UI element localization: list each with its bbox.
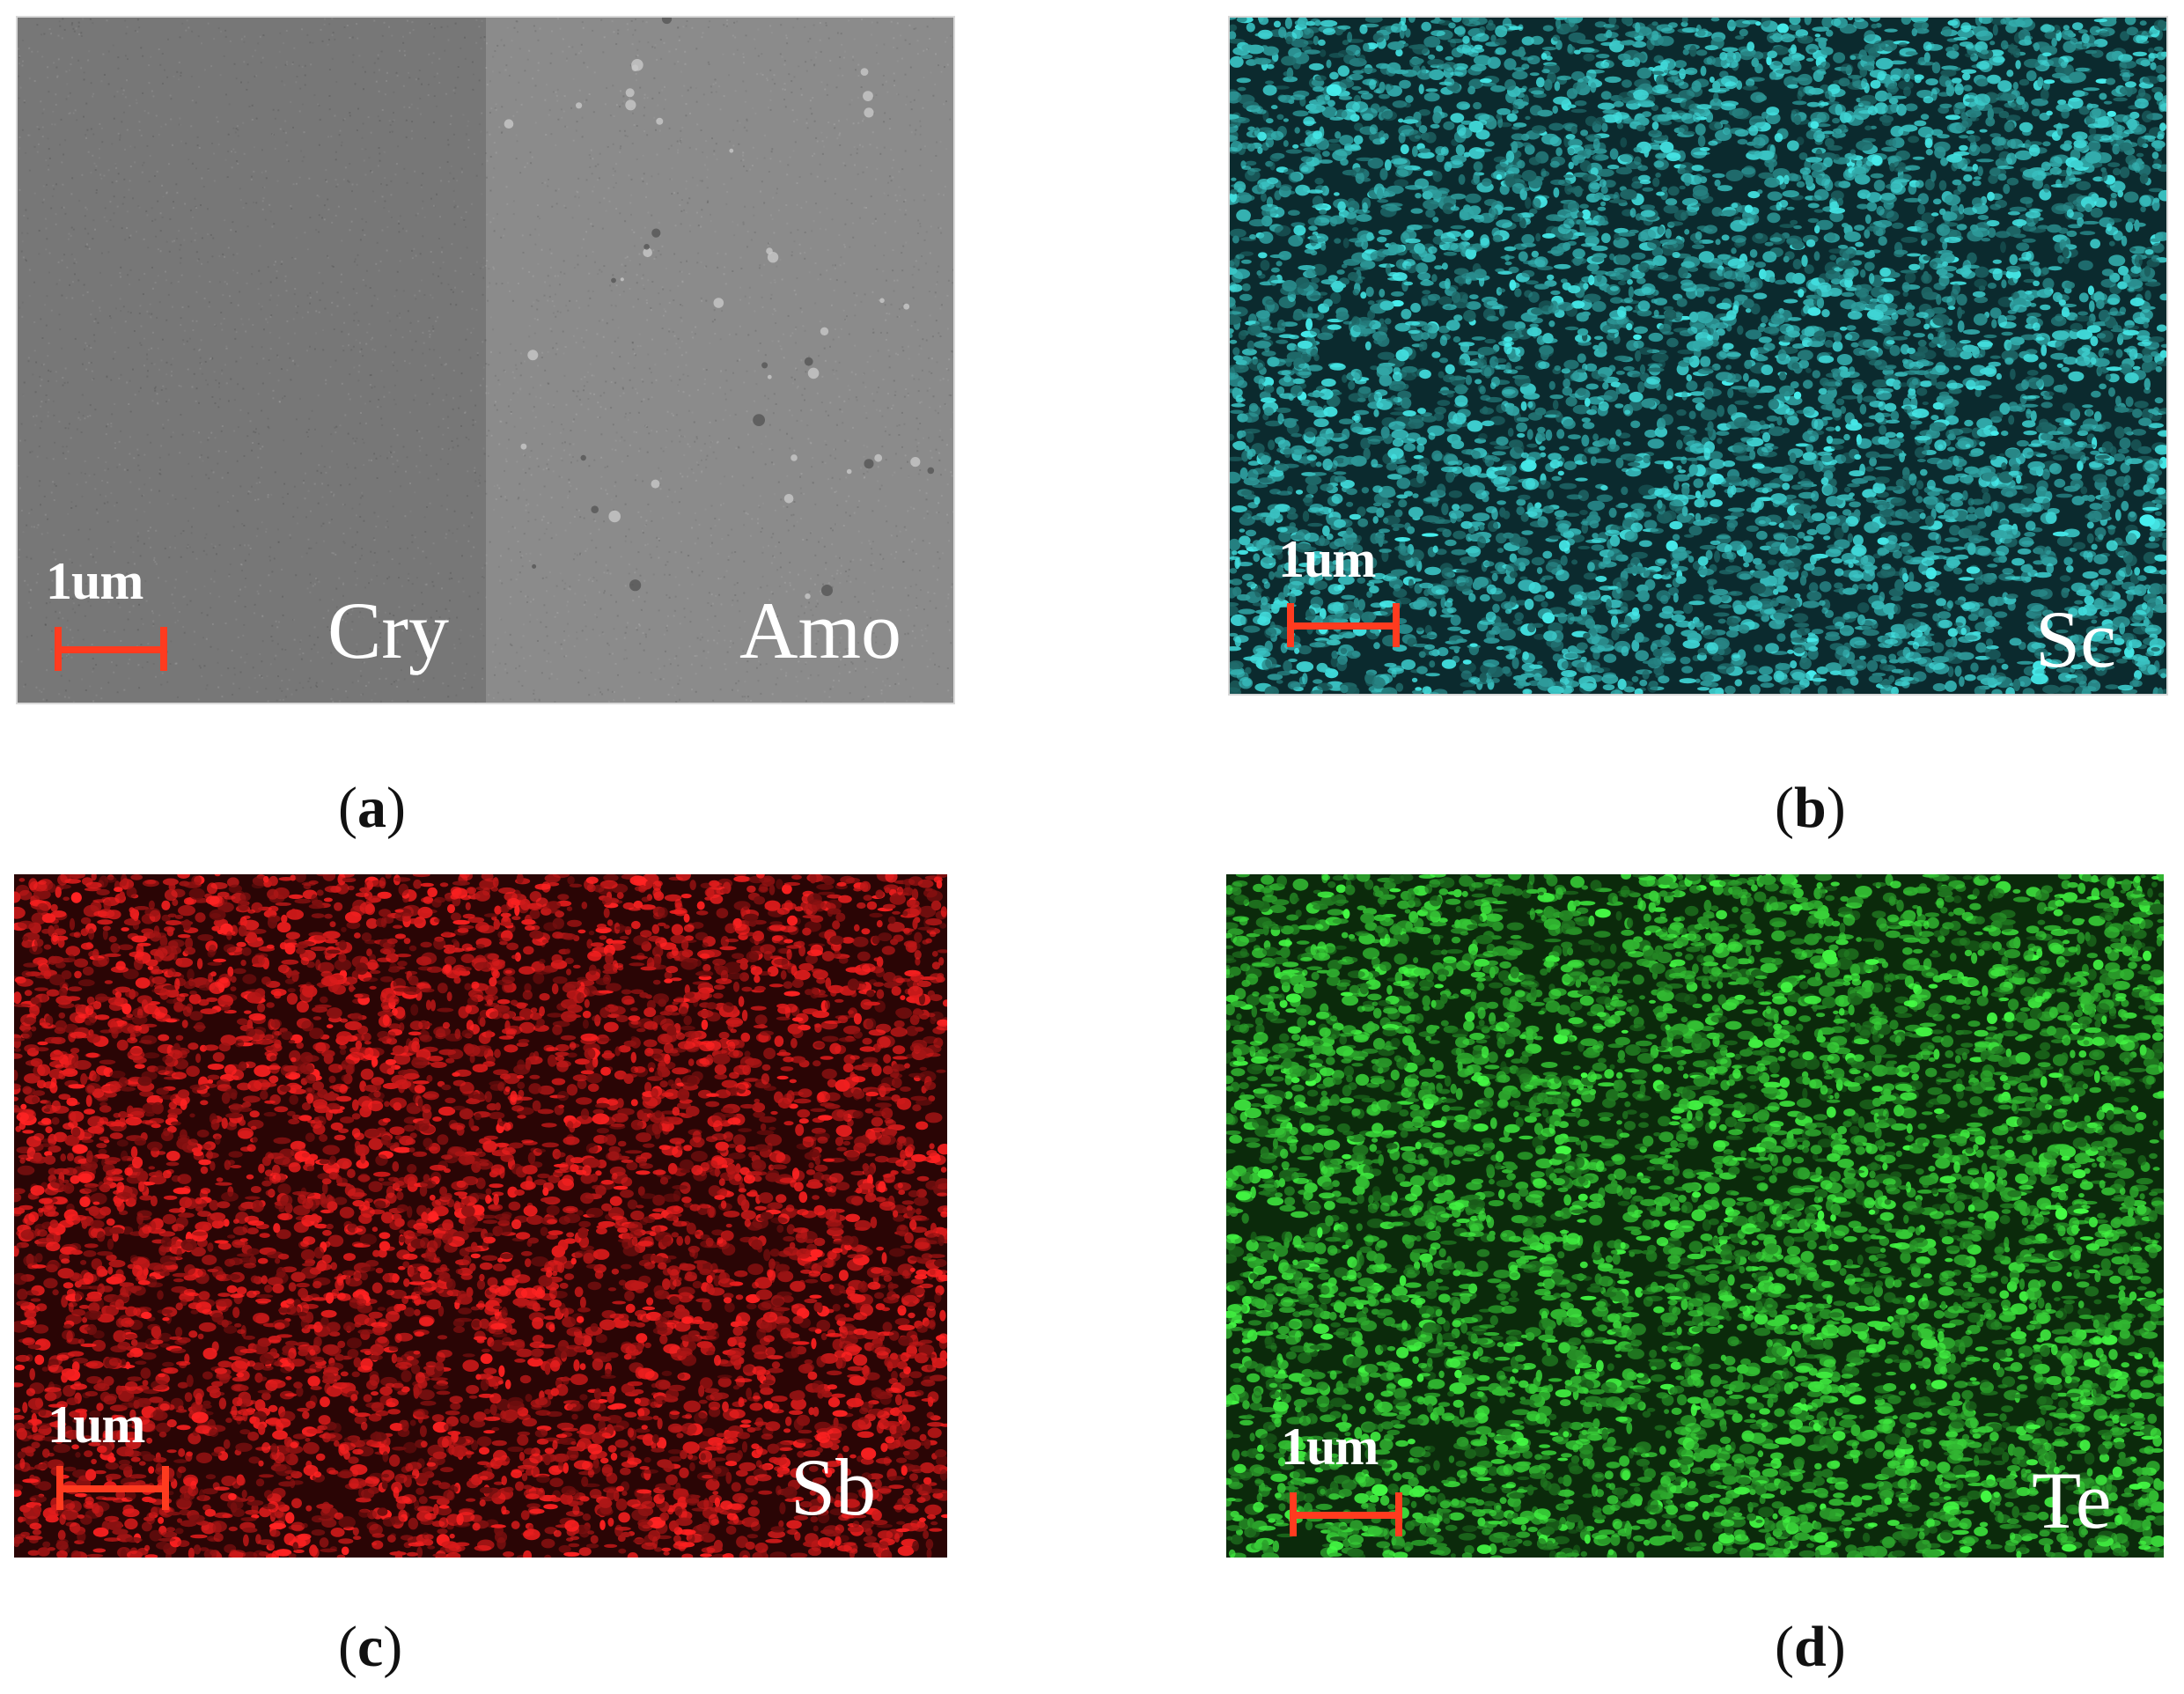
caption-b: (b)	[1775, 779, 1846, 837]
element-label-sb: Sb	[791, 1447, 876, 1528]
crystalline-region	[18, 18, 486, 703]
caption-c: (c)	[338, 1618, 402, 1676]
scale-bar-label: 1um	[48, 1398, 145, 1451]
scale-bar	[56, 1466, 169, 1510]
scale-bar	[1287, 603, 1400, 647]
element-label-te: Te	[2032, 1460, 2112, 1541]
scale-bar	[55, 627, 167, 671]
element-label-sc: Sc	[2035, 599, 2116, 680]
sem-image-panel: 1um Cry Amo	[16, 16, 955, 704]
amorphous-region	[485, 18, 953, 703]
te-distribution	[1226, 874, 2164, 1558]
scale-bar-label: 1um	[46, 555, 143, 608]
eds-map-sc: 1um Sc	[1228, 16, 2168, 696]
eds-map-te: 1um Te	[1224, 873, 2166, 1559]
sc-distribution	[1230, 18, 2166, 694]
sb-distribution	[14, 874, 947, 1558]
caption-d: (d)	[1775, 1618, 1846, 1676]
crystalline-label: Cry	[327, 590, 449, 671]
sem-texture	[18, 18, 953, 703]
amorphous-label: Amo	[739, 590, 901, 671]
scale-bar-label: 1um	[1281, 1420, 1379, 1473]
eds-map-sb: 1um Sb	[12, 873, 949, 1559]
scale-bar	[1290, 1492, 1402, 1536]
scale-bar-label: 1um	[1278, 533, 1376, 586]
caption-a: (a)	[338, 779, 406, 837]
